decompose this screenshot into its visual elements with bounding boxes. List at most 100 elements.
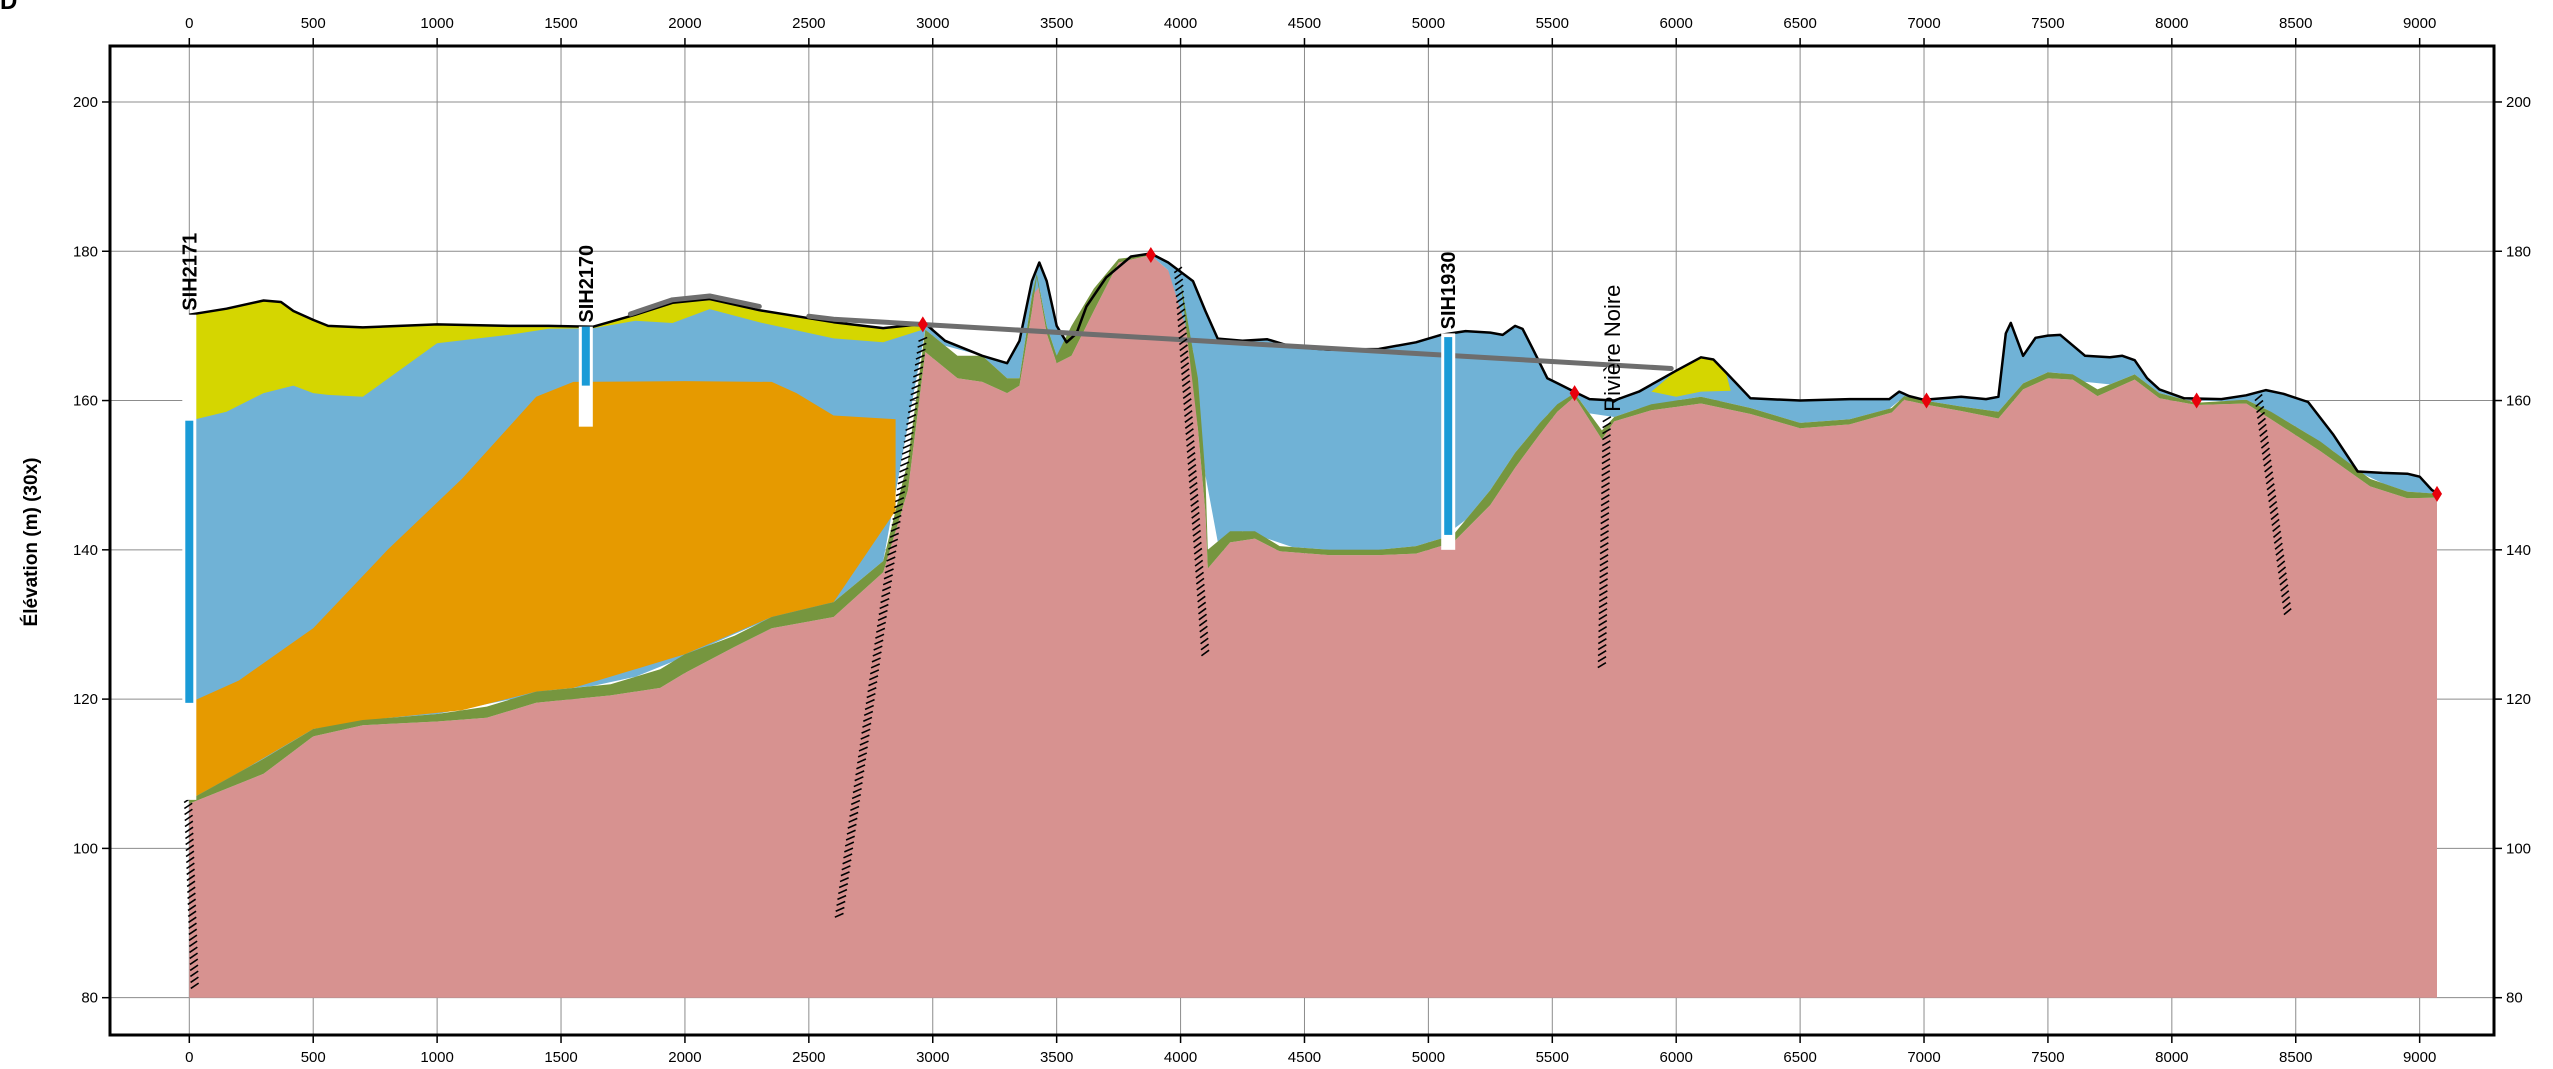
fault-hatch [1597, 644, 1607, 651]
fault-hatch [897, 479, 907, 485]
fault-hatch [2265, 477, 2274, 485]
fault-hatch [899, 467, 909, 473]
fault-hatch [904, 431, 914, 437]
fault-hatch [856, 758, 867, 764]
fault-hatch [1599, 560, 1609, 567]
x-tick-label-bottom: 7500 [2031, 1049, 2064, 1066]
fault-hatch [1195, 577, 1205, 585]
fault-hatch [1600, 518, 1610, 525]
y-axis-title: Élévation (m) (30x) [20, 458, 42, 627]
fault-hatch [896, 485, 906, 491]
fault-hatch [1196, 583, 1205, 591]
fault-hatch [1192, 535, 1202, 543]
fault-hatch [903, 437, 913, 443]
x-tick-label-bottom: 5000 [1412, 1049, 1445, 1066]
fault-hatch [895, 491, 906, 497]
fault-hatch [1192, 529, 1202, 537]
fault-hatch [2283, 607, 2292, 616]
fault-hatch [183, 802, 193, 810]
fault-hatch [872, 651, 882, 657]
fault-hatch [1180, 362, 1190, 370]
fault-hatch [2281, 590, 2290, 598]
bedrock-unit [189, 255, 2437, 998]
borehole [1441, 333, 1456, 550]
fault-hatch [862, 722, 872, 728]
fault-hatch [901, 449, 912, 455]
fault-hatch [2275, 548, 2284, 556]
fault-hatch [842, 859, 852, 865]
x-tick-label-bottom: 500 [301, 1049, 326, 1066]
x-tick-label-top: 5000 [1412, 15, 1445, 32]
y-tick-label-left: 160 [73, 393, 98, 410]
fault-hatch [880, 597, 890, 604]
y-tick-label-right: 120 [2506, 691, 2531, 708]
fault-hatch [852, 787, 862, 794]
fault-hatch [187, 898, 197, 906]
fault-hatch [850, 805, 860, 812]
fault-hatch [859, 740, 869, 746]
fault-hatch [884, 568, 894, 574]
y-tick-label-right: 180 [2506, 243, 2531, 260]
fault-hatch [1173, 266, 1183, 274]
fault-hatch [874, 639, 884, 645]
markers [917, 246, 2443, 502]
fault-hatch [1600, 524, 1610, 531]
fault-hatch [888, 544, 898, 550]
fault-hatch [881, 586, 892, 592]
fault-hatch [2276, 560, 2286, 568]
fault-hatch [2256, 411, 2266, 420]
fault-hatch [1174, 272, 1183, 280]
x-tick-label-bottom: 4500 [1288, 1049, 1321, 1066]
fault-hatch [1197, 601, 1207, 609]
fault-hatch [905, 425, 915, 432]
fault-hatch [1179, 350, 1189, 358]
fault-hatch [887, 550, 897, 556]
fault-hatch [187, 910, 197, 918]
fault-hatch [185, 838, 194, 846]
y-tick-label-right: 140 [2506, 542, 2531, 559]
fault-hatch [869, 669, 880, 675]
fault-hatch [844, 847, 854, 853]
x-tick-label-top: 9000 [2403, 15, 2436, 32]
axis-ticks: 0 0 500 500 1000 1000 1500 1500 2000 2000 2500 2500… [73, 15, 2531, 1066]
fault-hatch [186, 880, 196, 888]
geologic-units [189, 253, 2437, 998]
fault-hatch [1600, 530, 1609, 537]
fault-hatch [2277, 566, 2287, 574]
fault-hatch [838, 882, 849, 889]
fault-hatch [1177, 320, 1187, 328]
fault-hatch [906, 419, 916, 426]
fault-hatch [894, 497, 905, 503]
panel-letter: D [0, 0, 17, 15]
x-tick-label-bottom: 1500 [544, 1049, 577, 1066]
river-label: Rivière Noire [1600, 285, 1625, 412]
fault-hatch [1184, 416, 1193, 423]
fault-hatch [2278, 572, 2287, 580]
fault-hatch [1191, 517, 1201, 525]
fault-hatch [1178, 332, 1188, 340]
fault-hatch [867, 687, 877, 693]
fault-hatch [2261, 447, 2270, 455]
fault-hatch [1185, 434, 1195, 441]
fault-hatch [188, 934, 198, 942]
fault-hatch [185, 844, 195, 852]
fault-hatch [1187, 458, 1196, 465]
y-tick-label-left: 140 [73, 542, 98, 559]
fault-hatch [911, 384, 921, 390]
fault-hatch [837, 894, 847, 901]
contact-marker [917, 316, 928, 333]
fault-hatch [1600, 506, 1610, 513]
x-tick-label-bottom: 0 [185, 1049, 193, 1066]
fault-hatch [1194, 553, 1203, 561]
fault-hatch [2269, 506, 2279, 515]
fault-hatch [835, 906, 845, 912]
fault-hatch [910, 390, 920, 396]
fault-hatch [2264, 471, 2274, 479]
fault-hatch [1190, 499, 1199, 507]
fault-hatch [875, 627, 886, 633]
fault-hatch [188, 940, 198, 948]
fault-hatch [1185, 428, 1194, 435]
fault-hatch [1186, 440, 1195, 447]
fault-hatch [850, 799, 861, 806]
fault-hatch [893, 508, 903, 515]
